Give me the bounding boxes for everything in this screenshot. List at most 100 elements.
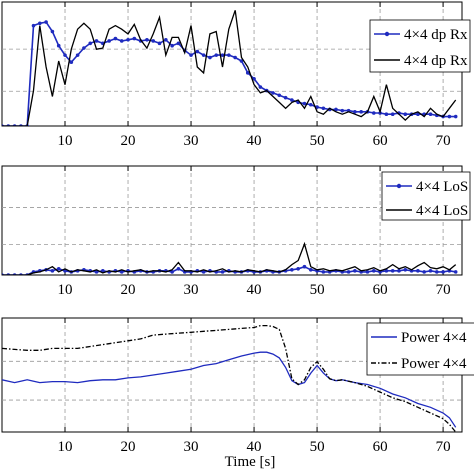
legend-label-0: 4×4 LoS xyxy=(416,179,468,195)
series-point xyxy=(176,266,181,271)
series-point xyxy=(220,270,225,274)
series-point xyxy=(371,269,376,273)
series-point xyxy=(170,270,174,274)
series-point xyxy=(38,21,42,26)
x-tick-label: 60 xyxy=(373,133,388,149)
x-tick-label: 20 xyxy=(121,133,136,149)
series-point xyxy=(176,41,181,46)
series-point xyxy=(296,266,300,271)
series-point xyxy=(365,270,370,274)
series-point xyxy=(56,43,61,48)
x-tick-label: 50 xyxy=(310,133,325,149)
series-point xyxy=(308,268,313,272)
series-point xyxy=(428,112,433,116)
x-tick-label: 50 xyxy=(310,439,325,455)
series-point xyxy=(290,98,294,102)
x-tick-label: 10 xyxy=(58,439,73,455)
series-point xyxy=(94,270,99,274)
series-point xyxy=(201,270,206,274)
series-point xyxy=(321,106,326,111)
series-line-1 xyxy=(2,324,457,432)
legend-label-0: 4×4 dp Rx xyxy=(404,27,468,43)
series-point xyxy=(50,29,55,34)
series-point xyxy=(277,93,282,98)
series-point xyxy=(132,36,137,41)
series-point xyxy=(119,39,124,43)
series-point xyxy=(119,270,124,274)
x-tick-label: 10 xyxy=(58,282,73,298)
series-point xyxy=(82,46,86,50)
series-point xyxy=(428,269,433,273)
series-point xyxy=(340,108,345,113)
series-point xyxy=(151,39,156,43)
series-point xyxy=(94,39,99,43)
series-point xyxy=(422,270,426,274)
x-tick-label: 40 xyxy=(247,133,262,149)
series-point xyxy=(390,112,395,116)
series-point xyxy=(271,91,275,95)
legend-marker-0 xyxy=(384,31,390,37)
series-point xyxy=(384,269,389,273)
series-point xyxy=(195,49,200,54)
legend-label-1: 4×4 LoS xyxy=(416,203,468,219)
x-tick-label: 20 xyxy=(121,439,136,455)
series-point xyxy=(384,112,389,116)
series-point xyxy=(403,112,408,116)
series-point xyxy=(107,39,111,43)
series-point xyxy=(453,114,458,119)
series-point xyxy=(69,60,74,65)
series-point xyxy=(239,59,244,63)
x-tick-label: 30 xyxy=(184,282,199,298)
x-tick-label: 30 xyxy=(184,439,199,455)
legend-label-1: Power 4×4 xyxy=(401,356,467,372)
legend-marker-0 xyxy=(396,183,402,189)
series-point xyxy=(308,102,313,107)
series-point xyxy=(170,43,174,48)
series-point xyxy=(201,53,206,57)
series-point xyxy=(334,107,338,112)
series-point xyxy=(75,53,80,57)
series-point xyxy=(56,266,61,271)
series-point xyxy=(371,111,376,115)
x-tick-label: 60 xyxy=(373,282,388,298)
panel-bottom: 10 20 30 40 50 60 70 Power 4×4 Power 4×4 xyxy=(1,317,474,455)
series-point xyxy=(63,53,67,57)
x-axis-label: Time [s] xyxy=(225,454,276,470)
series-point xyxy=(220,53,225,57)
series-point xyxy=(283,95,288,100)
series-point xyxy=(44,20,48,24)
series-point xyxy=(441,270,445,274)
series-line-1 xyxy=(2,241,457,275)
plot-frame xyxy=(1,165,463,276)
series-point xyxy=(353,269,357,273)
series-point xyxy=(397,269,401,273)
series-point xyxy=(214,53,219,57)
series-point xyxy=(453,270,458,274)
x-tick-label: 30 xyxy=(184,133,199,149)
series-point xyxy=(447,114,452,119)
series-point xyxy=(403,268,408,272)
series-point xyxy=(290,268,294,272)
series-point xyxy=(252,76,256,81)
x-tick-label: 50 xyxy=(310,282,325,298)
series-line-0 xyxy=(2,351,457,428)
series-point xyxy=(189,53,193,57)
series-point xyxy=(321,270,326,274)
x-tick-label: 20 xyxy=(121,282,136,298)
series-point xyxy=(245,71,250,75)
legend-box xyxy=(369,19,471,73)
panel-middle: 10 20 30 40 50 60 70 4×4 LoS 4×4 LoS xyxy=(1,165,471,298)
x-tick-label: 70 xyxy=(436,439,451,455)
series-point xyxy=(390,269,395,273)
series-point xyxy=(164,37,168,42)
x-tick-label: 40 xyxy=(247,282,262,298)
x-tick-label: 60 xyxy=(373,439,388,455)
panel-top: 10 20 30 40 50 60 70 4×4 dp Rx 4×4 dp Rx xyxy=(1,1,471,149)
series-point xyxy=(302,101,307,106)
series-point xyxy=(302,264,307,269)
series-point xyxy=(233,55,237,60)
series-point xyxy=(353,110,357,114)
series-point xyxy=(113,36,118,41)
x-tick-label: 10 xyxy=(58,133,73,149)
